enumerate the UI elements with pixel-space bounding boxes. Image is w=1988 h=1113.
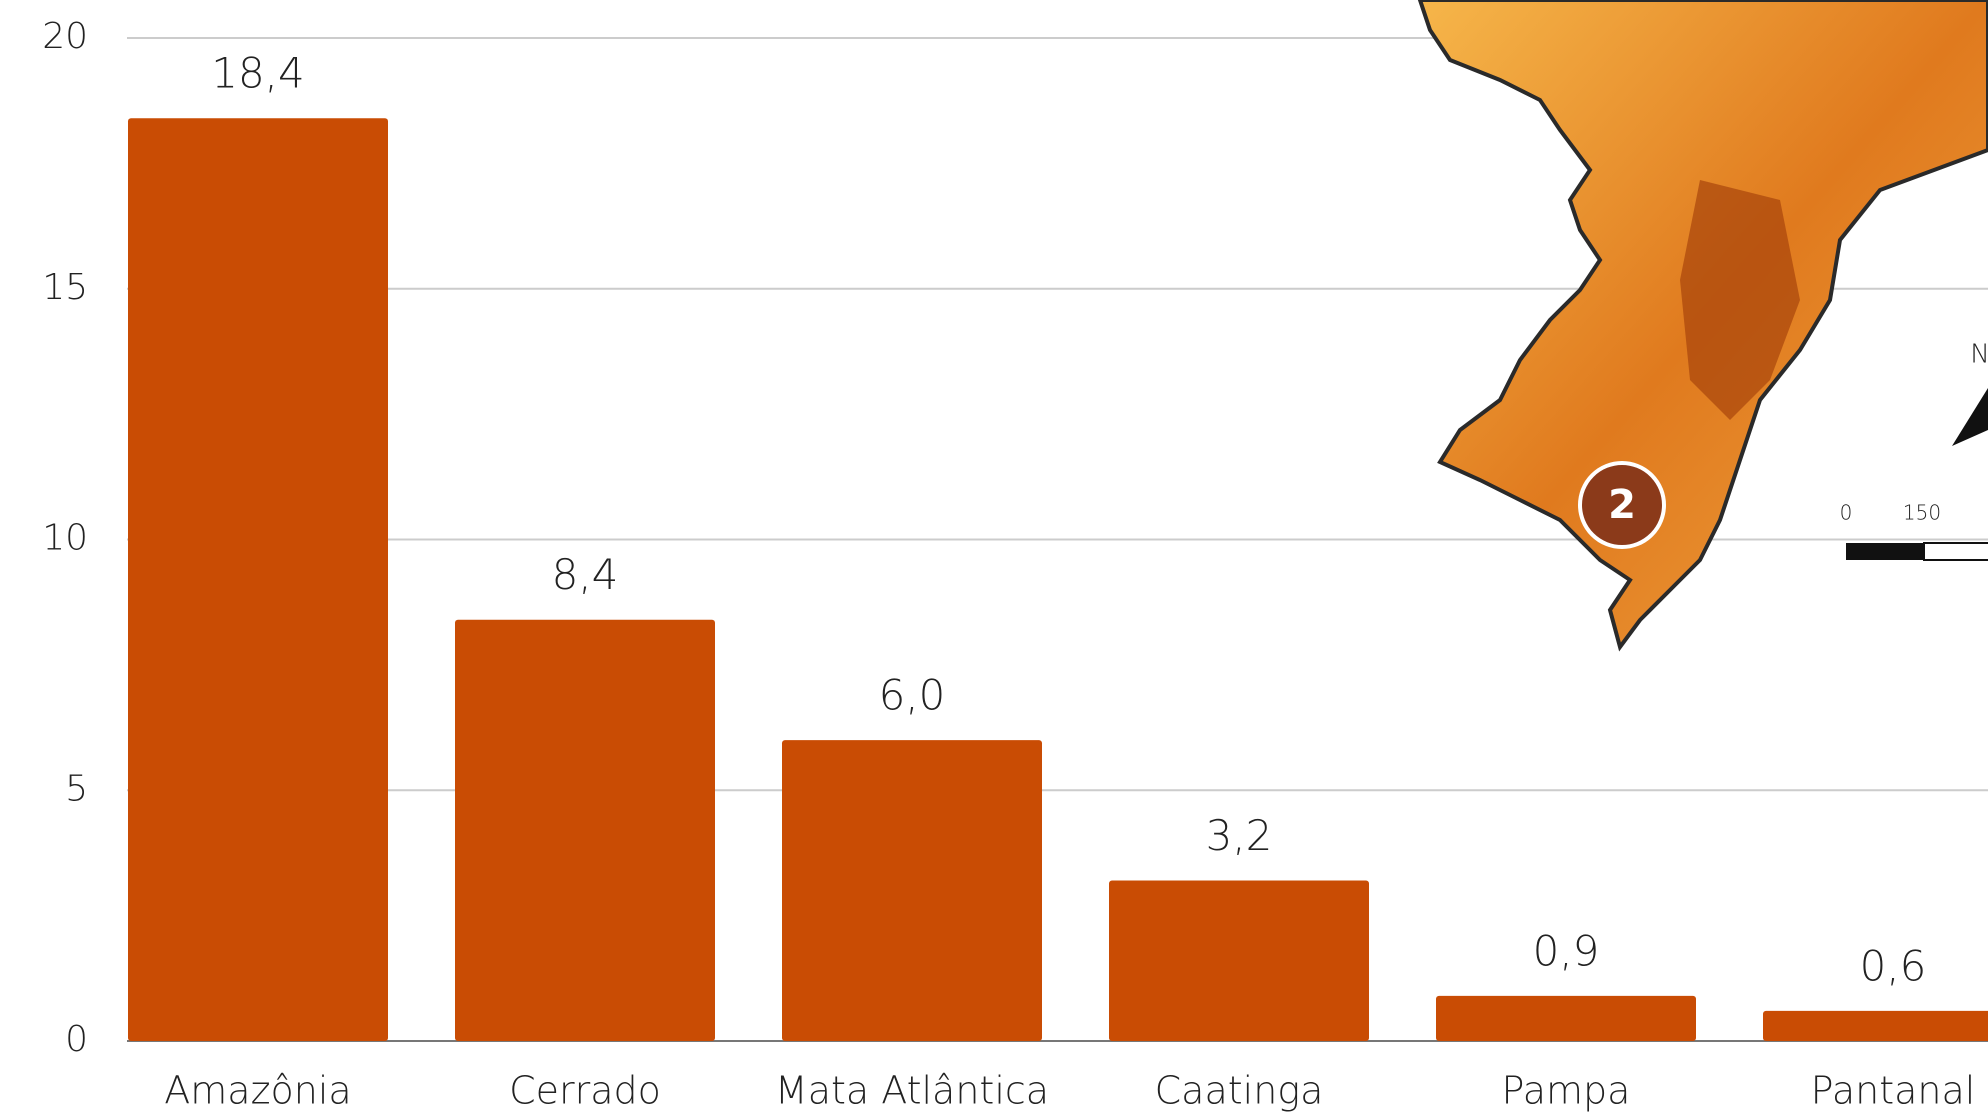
bar bbox=[1436, 996, 1696, 1041]
bar bbox=[782, 740, 1042, 1041]
y-tick-label: 5 bbox=[65, 768, 88, 809]
y-tick-label: 15 bbox=[42, 267, 88, 308]
x-tick-label: Pampa bbox=[1502, 1069, 1631, 1113]
scale-label: 150 bbox=[1903, 501, 1941, 525]
x-tick-label: Mata Atlântica bbox=[775, 1069, 1049, 1113]
scale-label: 0 bbox=[1840, 501, 1853, 525]
bar bbox=[128, 118, 388, 1041]
value-label: 0,9 bbox=[1533, 926, 1600, 975]
value-label: 3,2 bbox=[1206, 811, 1273, 860]
x-tick-label: Amazônia bbox=[164, 1069, 351, 1113]
scale-bar bbox=[1846, 543, 1924, 560]
y-tick-label: 0 bbox=[65, 1019, 88, 1060]
scale-bar bbox=[1924, 543, 1988, 560]
page: 05101520 2 N 0 150 18,4Amazônia8,4Cerrad… bbox=[0, 0, 1988, 1113]
y-tick-label: 20 bbox=[42, 16, 88, 57]
y-tick-label: 10 bbox=[42, 518, 88, 559]
bar bbox=[455, 620, 715, 1041]
bar bbox=[1109, 881, 1369, 1041]
bar bbox=[1763, 1011, 1988, 1041]
value-label: 18,4 bbox=[211, 49, 305, 98]
x-tick-label: Cerrado bbox=[509, 1069, 661, 1113]
map-highland bbox=[1680, 180, 1800, 420]
map-marker-label: 2 bbox=[1608, 482, 1636, 528]
value-label: 8,4 bbox=[552, 550, 619, 599]
value-label: 0,6 bbox=[1860, 941, 1927, 990]
x-tick-label: Pantanal bbox=[1811, 1069, 1976, 1113]
x-tick-label: Caatinga bbox=[1155, 1069, 1324, 1113]
map: 2 N 0 150 bbox=[1420, 0, 1988, 647]
value-label: 6,0 bbox=[879, 671, 946, 720]
north-label: N bbox=[1970, 340, 1988, 370]
north-arrow bbox=[1952, 388, 1988, 446]
chart: 05101520 2 N 0 150 18,4Amazônia8,4Cerrad… bbox=[0, 0, 1988, 1113]
